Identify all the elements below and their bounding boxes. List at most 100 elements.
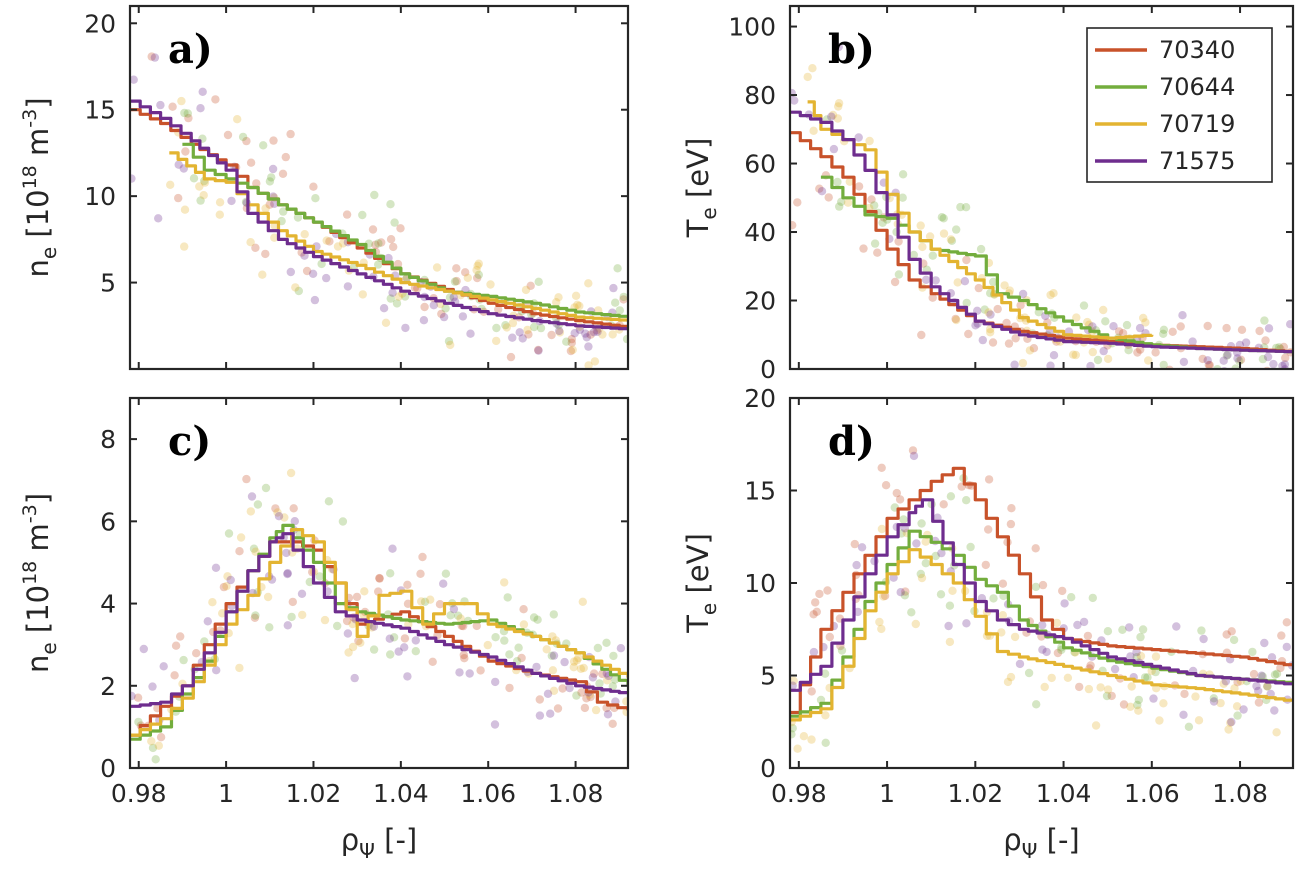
panel-label: b): [828, 26, 875, 73]
scatter-point-70719: [502, 323, 511, 332]
scatter-point-70644: [441, 569, 451, 578]
scatter-point-70340: [278, 169, 288, 178]
scatter-point-71575: [283, 569, 292, 579]
scatter-point-70719: [338, 239, 348, 248]
scatter-point-70340: [377, 238, 386, 247]
scatter-point-71575: [154, 214, 163, 223]
panel-label: a): [168, 26, 213, 73]
scatter-point-71575: [227, 196, 236, 206]
scatter-point-70719: [865, 136, 874, 146]
scatter-point-70644: [962, 496, 971, 505]
scatter-point-70644: [411, 647, 420, 656]
scatter-point-70340: [1031, 544, 1040, 553]
scatter-point-70340: [181, 147, 190, 156]
scatter-point-70340: [506, 352, 516, 362]
scatter-point-70340: [608, 719, 617, 728]
scatter-point-71575: [931, 276, 940, 285]
scatter-point-70644: [505, 650, 514, 659]
scatter-point-70719: [939, 229, 949, 238]
scatter-point-71575: [174, 160, 183, 169]
scatter-point-70340: [519, 605, 528, 614]
scatter-point-70644: [536, 323, 546, 333]
scatter-point-71575: [588, 673, 598, 682]
scatter-point-70719: [215, 198, 225, 207]
scatter-point-71575: [603, 710, 613, 719]
scatter-point-71575: [581, 329, 590, 338]
scatter-point-70719: [602, 676, 612, 685]
scatter-point-70719: [270, 233, 279, 242]
scatter-point-71575: [1018, 289, 1028, 299]
scatter-point-70644: [474, 270, 483, 279]
scatter-point-70644: [386, 200, 395, 209]
scatter-point-70644: [1102, 691, 1112, 701]
scatter-point-70719: [472, 265, 481, 275]
scatter-point-70644: [148, 743, 158, 753]
scatter-point-70644: [1101, 317, 1110, 326]
scatter-point-70719: [154, 741, 163, 750]
scatter-point-70644: [189, 174, 199, 183]
y-tick-label: 80: [744, 81, 776, 110]
scatter-point-71575: [549, 651, 559, 660]
scatter-point-70644: [595, 679, 604, 688]
scatter-point-71575: [546, 709, 555, 718]
scatter-point-70340: [192, 649, 201, 658]
scatter-point-70719: [356, 638, 365, 647]
scatter-point-70719: [828, 110, 838, 120]
scatter-point-70644: [1136, 632, 1145, 642]
scatter-point-70644: [989, 277, 998, 287]
scatter-point-70340: [1222, 630, 1231, 639]
scatter-point-70340: [389, 242, 398, 252]
scatter-point-70340: [823, 586, 832, 595]
y-tick-label: 15: [84, 96, 116, 125]
scatter-point-71575: [401, 323, 410, 333]
scatter-point-71575: [490, 720, 500, 729]
scatter-point-71575: [909, 451, 919, 461]
series-line-71575: [130, 532, 628, 708]
scatter-point-71575: [156, 100, 165, 110]
scatter-point-71575: [1267, 653, 1277, 662]
scatter-point-71575: [1227, 717, 1236, 727]
scatter-point-70719: [608, 330, 617, 339]
scatter-point-70644: [1079, 301, 1089, 310]
scatter-point-71575: [455, 668, 464, 677]
scatter-point-71575: [1125, 623, 1134, 632]
scatter-point-70719: [843, 198, 853, 207]
scatter-point-70644: [311, 194, 320, 203]
scatter-point-70340: [1203, 321, 1212, 331]
scatter-point-70719: [1025, 346, 1035, 355]
scatter-point-70644: [1159, 329, 1168, 338]
scatter-point-71575: [1060, 599, 1069, 608]
scatter-point-70644: [870, 201, 879, 210]
scatter-point-71575: [834, 42, 843, 52]
scatter-point-70644: [870, 239, 880, 248]
scatter-point-70644: [619, 292, 628, 302]
scatter-point-70340: [452, 264, 461, 273]
y-axis-label: Te [eV]: [681, 138, 721, 239]
scatter-point-70719: [945, 637, 955, 647]
y-tick-label: 0: [100, 754, 116, 783]
scatter-point-70719: [845, 177, 854, 186]
scatter-point-70340: [1261, 336, 1270, 345]
series-line-70719: [169, 151, 628, 322]
scatter-point-70719: [519, 620, 529, 629]
scatter-point-70340: [1004, 339, 1014, 348]
scatter-point-70719: [1084, 684, 1094, 694]
scatter-point-71575: [283, 621, 292, 630]
scatter-point-70340: [895, 495, 905, 504]
scatter-point-70340: [403, 599, 413, 608]
scatter-point-71575: [439, 579, 448, 588]
scatter-point-70340: [880, 591, 890, 601]
scatter-point-70719: [571, 291, 581, 300]
scatter-point-70644: [491, 633, 500, 642]
scatter-point-70644: [196, 196, 205, 205]
scatter-point-71575: [817, 187, 827, 196]
scatter-point-70340: [580, 703, 590, 713]
scatter-point-71575: [1109, 322, 1118, 331]
scatter-point-70719: [1083, 317, 1092, 327]
scatter-point-70719: [483, 640, 492, 650]
scatter-point-70340: [261, 249, 270, 259]
scatter-point-70719: [916, 221, 925, 230]
scatter-point-71575: [582, 333, 591, 342]
scatter-point-71575: [379, 304, 389, 313]
scatter-point-70719: [834, 99, 844, 108]
